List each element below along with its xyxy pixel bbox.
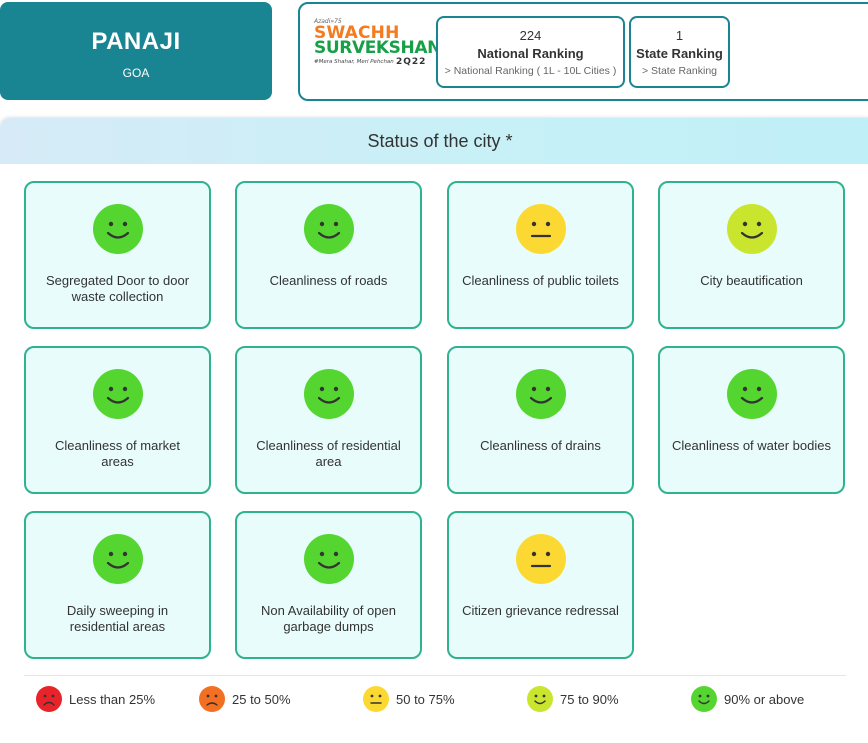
status-tile: Non Availability of open garbage dumps: [235, 511, 422, 659]
status-tile: Cleanliness of drains: [447, 346, 634, 494]
status-label: Cleanliness of market areas: [55, 438, 180, 469]
status-label: Segregated Door to door waste collection: [45, 273, 190, 304]
neutral-face-icon: [363, 686, 389, 712]
legend-divider: [24, 675, 846, 676]
national-ranking-title: National Ranking: [477, 46, 584, 61]
smile-face-icon: [304, 534, 354, 584]
state-ranking-link[interactable]: > State Ranking: [641, 65, 717, 77]
neutral-face-icon: [516, 534, 566, 584]
sad-face-icon: [36, 686, 62, 712]
smile-face-icon: [516, 369, 566, 419]
logo-line-2: SURVEKSHAN: [314, 38, 441, 58]
status-tile: Cleanliness of residential area: [235, 346, 422, 494]
smile-face-icon: [93, 369, 143, 419]
legend-label: Less than 25%: [69, 691, 156, 707]
smile-face-icon: [527, 686, 553, 712]
smile-face-icon: [691, 686, 717, 712]
status-tile: Cleanliness of water bodies: [658, 346, 845, 494]
logo-tagline: Azadi»75: [314, 18, 342, 25]
legend-item-75-to-90: 75 to 90%: [526, 685, 619, 713]
status-label: City beautification: [700, 273, 803, 288]
ranking-panel: Azadi»75 SWACHH SURVEKSHAN #Mera Shahar,…: [298, 2, 868, 101]
logo-year: 2Q22: [396, 57, 427, 67]
status-label: Cleanliness of water bodies: [672, 438, 831, 453]
status-tile: Cleanliness of roads: [235, 181, 422, 329]
status-label: Cleanliness of roads: [269, 273, 388, 288]
legend-label: 75 to 90%: [560, 691, 619, 707]
status-label: Cleanliness of residential area: [256, 438, 401, 469]
legend-label: 90% or above: [724, 691, 805, 707]
logo-motto: #Mera Shahar, Meri Pehchan: [314, 59, 394, 65]
legend-item-25-to-50: 25 to 50%: [198, 685, 291, 713]
state-ranking-title: State Ranking: [636, 46, 723, 61]
legend-item-50-to-75: 50 to 75%: [362, 685, 455, 713]
status-tile: Daily sweeping in residential areas: [24, 511, 211, 659]
city-card: PANAJI GOA: [0, 2, 272, 100]
status-tile: Cleanliness of public toilets: [447, 181, 634, 329]
status-tile: City beautification: [658, 181, 845, 329]
status-label: Daily sweeping in residential areas: [66, 603, 169, 634]
national-ranking-value: 224: [519, 28, 542, 43]
status-label: Citizen grievance redressal: [462, 603, 619, 618]
legend-item-less-than-25: Less than 25%: [35, 685, 155, 713]
city-name: PANAJI: [91, 28, 181, 55]
legend-label: 25 to 50%: [232, 691, 291, 707]
national-ranking-link[interactable]: > National Ranking ( 1L - 10L Cities ): [444, 65, 617, 77]
smile-face-icon: [304, 369, 354, 419]
smile-face-icon: [93, 534, 143, 584]
smile-face-icon: [304, 204, 354, 254]
legend-item-90-or-above: 90% or above: [690, 685, 804, 713]
smile-face-icon: [727, 204, 777, 254]
state-ranking-value: 1: [675, 28, 684, 43]
status-label: Cleanliness of drains: [480, 438, 601, 453]
state-ranking-card[interactable]: 1 State Ranking > State Ranking: [629, 16, 730, 88]
smile-face-icon: [93, 204, 143, 254]
status-title: Status of the city *: [0, 118, 868, 164]
swachh-survekshan-logo: Azadi»75 SWACHH SURVEKSHAN #Mera Shahar,…: [314, 16, 441, 72]
neutral-face-icon: [516, 204, 566, 254]
state-name: GOA: [122, 66, 150, 80]
logo-line-1: SWACHH: [314, 23, 400, 43]
legend-label: 50 to 75%: [396, 691, 455, 707]
status-tile: Segregated Door to door waste collection: [24, 181, 211, 329]
status-label: Non Availability of open garbage dumps: [261, 603, 396, 634]
status-tile: Cleanliness of market areas: [24, 346, 211, 494]
status-label: Cleanliness of public toilets: [462, 273, 619, 288]
sad-face-icon: [199, 686, 225, 712]
status-tile: Citizen grievance redressal: [447, 511, 634, 659]
smile-face-icon: [727, 369, 777, 419]
national-ranking-card[interactable]: 224 National Ranking > National Ranking …: [436, 16, 625, 88]
